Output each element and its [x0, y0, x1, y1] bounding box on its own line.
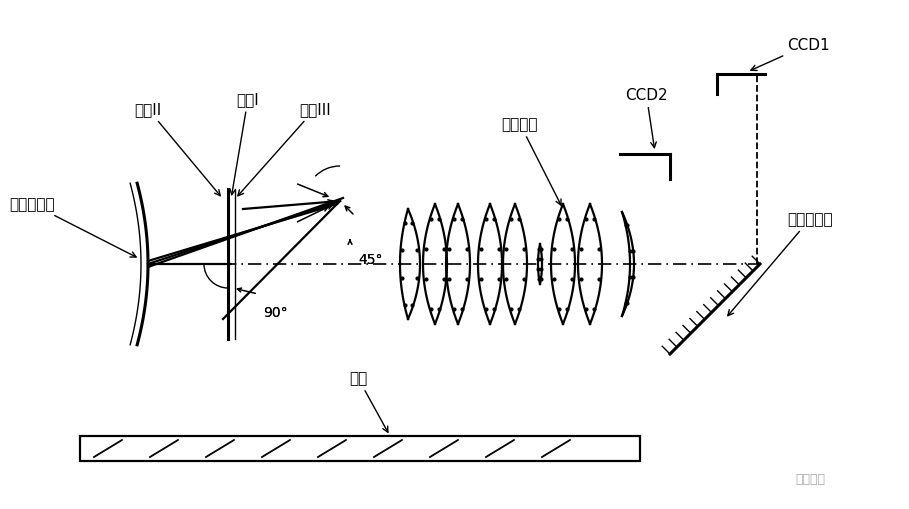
Text: 90°: 90° — [263, 305, 287, 319]
Text: 窗口: 窗口 — [349, 371, 388, 432]
Text: CCD2: CCD2 — [625, 88, 667, 149]
Text: 像方反射镜: 像方反射镜 — [728, 212, 833, 316]
Text: 90°: 90° — [263, 305, 287, 319]
Text: 位置I: 位置I — [230, 92, 259, 195]
Bar — [80, 436, 640, 461]
Text: 位置III: 位置III — [238, 102, 331, 196]
Text: 45°: 45° — [358, 252, 383, 267]
Text: 位置II: 位置II — [135, 102, 220, 196]
Text: CCD1: CCD1 — [751, 38, 830, 71]
Text: 地物反射镜: 地物反射镜 — [9, 197, 136, 258]
Text: 光行天下: 光行天下 — [795, 472, 825, 486]
Text: 内调焦镜: 内调焦镜 — [502, 117, 561, 206]
Text: 45°: 45° — [358, 252, 383, 267]
